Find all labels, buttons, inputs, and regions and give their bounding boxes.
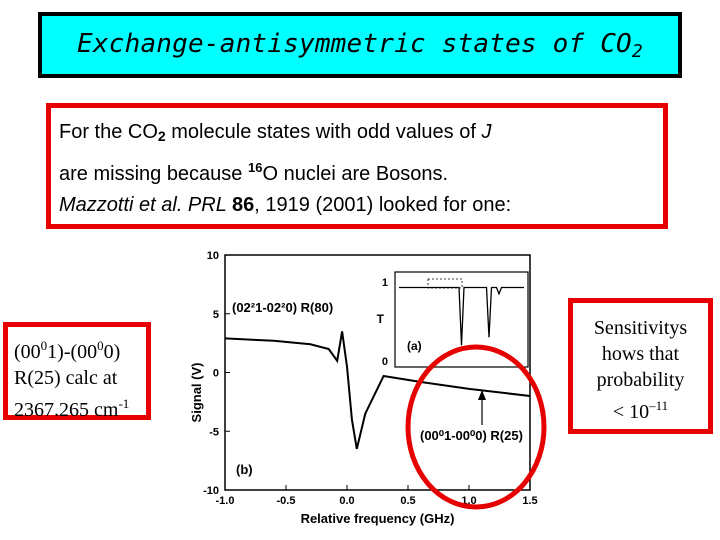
x-tick-label: 0.5 xyxy=(400,495,415,507)
intro-line-2: are missing because 16O nuclei are Boson… xyxy=(59,160,449,185)
inset-panel-label: (a) xyxy=(407,339,422,353)
intro-line-1: For the CO2 molecule states with odd val… xyxy=(59,121,492,144)
transition-note-box: (0001)-(0000) R(25) calc at 2367.265 cm-… xyxy=(3,322,151,421)
inset-y-axis-label: T xyxy=(377,312,385,326)
target-arrowhead xyxy=(478,390,486,400)
sensitivity-note-box: Sensitivitys hows that probability < 10–… xyxy=(568,298,713,434)
y-tick-label: -10 xyxy=(203,485,219,497)
target-annotation: (00⁰1-00⁰0) R(25) xyxy=(420,428,523,443)
peak-annotation: (02²1-02²0) R(80) xyxy=(232,300,333,315)
slide-title: Exchange-antisymmetric states of CO2 xyxy=(77,28,643,62)
transition-note: (0001)-(0000) R(25) calc at 2367.265 cm-… xyxy=(14,338,130,421)
x-tick-label: 0.0 xyxy=(339,495,354,507)
intro-box: For the CO2 molecule states with odd val… xyxy=(46,103,668,229)
inset-curve xyxy=(399,286,524,346)
title-banner: Exchange-antisymmetric states of CO2 xyxy=(38,12,682,78)
x-tick-label: 1.5 xyxy=(522,495,537,507)
y-tick-label: 5 xyxy=(213,309,219,321)
intro-line-3: Mazzotti et al. PRL 86, 1919 (2001) look… xyxy=(59,194,512,216)
inset-zoom-box xyxy=(427,278,463,289)
x-axis-label: Relative frequency (GHz) xyxy=(301,511,455,526)
signal-curve xyxy=(224,331,531,450)
sensitivity-note: Sensitivitys hows that probability < 10–… xyxy=(593,317,688,423)
y-tick-label: 10 xyxy=(207,250,219,262)
highlight-circle xyxy=(405,344,547,510)
y-tick-label: -5 xyxy=(209,426,219,438)
inset-y-tick-label: 1 xyxy=(382,277,388,289)
y-axis-label: Signal (V) xyxy=(189,363,204,423)
inset-y-tick-label: 0 xyxy=(382,356,388,368)
x-tick-label: -1.0 xyxy=(216,495,235,507)
panel-label-b: (b) xyxy=(236,462,253,477)
y-tick-label: 0 xyxy=(213,368,219,380)
x-tick-label: -0.5 xyxy=(277,495,296,507)
intro-text: For the CO2 molecule states with odd val… xyxy=(59,117,511,221)
